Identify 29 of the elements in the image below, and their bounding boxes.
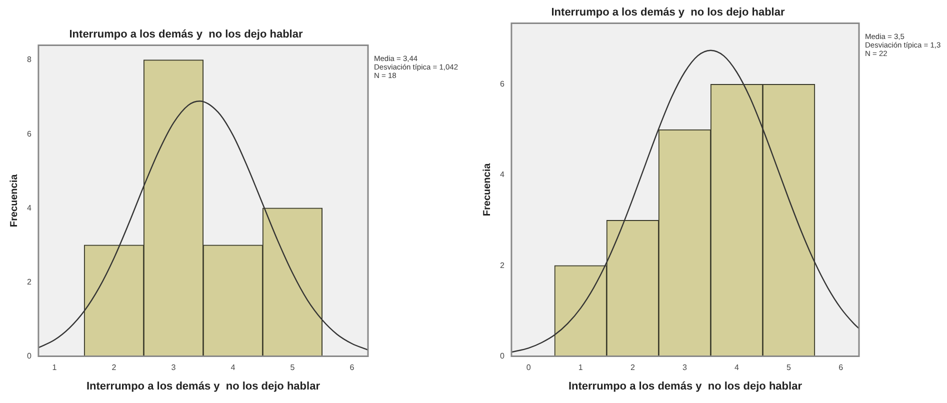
y-tick-label: 4 (26, 203, 32, 212)
x-tick-label: 3 (682, 363, 688, 372)
x-tick-label: 4 (734, 363, 740, 372)
x-tick-label: 3 (171, 363, 176, 372)
y-tick-label: 0 (500, 351, 505, 360)
line-series (511, 50, 859, 353)
x-tick-label: 6 (838, 363, 844, 372)
x-tick-label: 0 (526, 363, 532, 372)
y-tick-label: 0 (26, 351, 32, 360)
x-tick-label: 2 (112, 363, 117, 372)
x-tick-label: 2 (630, 363, 636, 372)
x-tick-label: 5 (786, 363, 792, 372)
x-tick-label: 1 (52, 363, 58, 372)
x-tick-label: 5 (290, 363, 296, 372)
x-tick-label: 4 (230, 363, 236, 372)
x-tick-label: 1 (578, 363, 584, 372)
y-tick-label: 8 (26, 55, 32, 64)
y-tick-label: 2 (500, 260, 505, 270)
chart-title: Interrumpo a los demás y no los dejo hablar (69, 28, 304, 41)
y-tick-label: 2 (26, 277, 32, 286)
y-tick-label: 6 (500, 80, 505, 89)
chart-title: Interrumpo a los demás y no los dejo hablar (551, 6, 786, 19)
x-tick-label: 6 (350, 363, 355, 372)
y-tick-label: 4 (500, 170, 505, 180)
x-axis-title: Interrumpo a los demás y no los dejo hablar (86, 380, 321, 392)
y-axis-title: Frecuencia (482, 162, 493, 216)
x-axis-title: Interrumpo a los demás y no los dejo hablar (568, 380, 803, 392)
y-axis-title: Frecuencia (8, 174, 20, 228)
y-tick-label: 6 (26, 129, 32, 138)
